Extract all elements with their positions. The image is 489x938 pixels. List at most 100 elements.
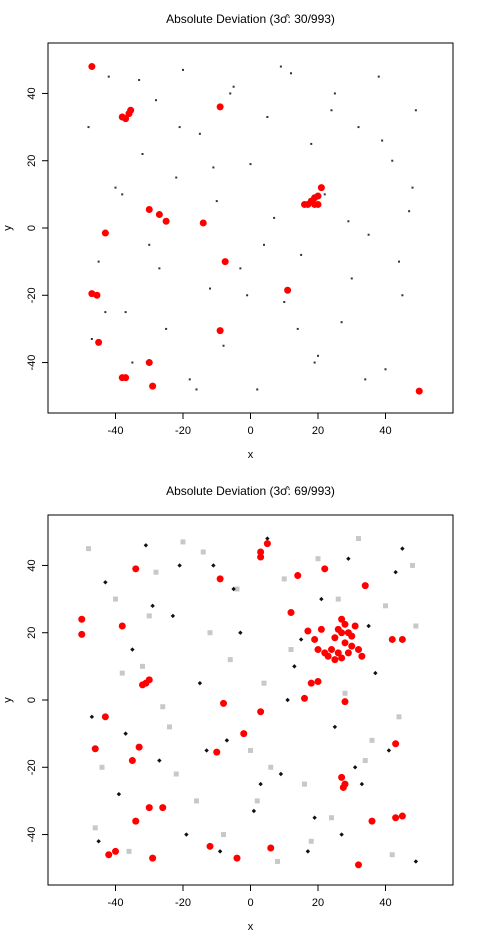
outlier-point [341,620,349,628]
point [248,747,253,753]
point [367,233,370,236]
point [319,596,324,602]
point [146,613,152,619]
point [153,569,159,575]
point [177,563,182,568]
point [124,311,127,314]
outlier-point [145,676,153,684]
point [352,765,358,770]
outlier-point [112,847,119,855]
point [212,166,215,169]
outlier-point [398,812,406,820]
y-tick-label: 20 [26,155,38,167]
point [285,697,290,703]
outlier-point [127,106,135,114]
y-tick-label: 40 [26,559,38,571]
outlier-point [358,652,366,660]
point [173,771,179,777]
outlier-point [159,804,167,812]
point [221,832,226,838]
point [413,623,419,629]
outlier-point [398,635,406,643]
point [323,193,326,196]
point [275,858,280,864]
outlier-point [139,681,146,689]
outlier-point [101,229,109,237]
point [333,92,336,95]
point [197,680,203,686]
outlier-point [341,639,349,647]
outlier-point [317,184,325,192]
outlier-point [284,286,292,294]
outlier-point [220,699,227,707]
point [131,361,134,364]
outlier-point [361,582,369,590]
point [312,815,317,820]
point [283,301,286,303]
outlier-point [118,622,126,630]
outlier-point [307,679,315,687]
point [254,798,260,804]
point [261,680,267,686]
outlier-point [216,327,224,335]
outlier-point [314,646,322,654]
point [89,714,95,720]
point [281,576,287,582]
point [140,663,145,669]
point [298,637,304,642]
point [251,808,257,814]
point [97,260,100,263]
point [263,243,265,246]
outlier-point [267,844,275,852]
outlier-point [145,359,153,367]
point [87,126,90,129]
point [175,176,178,179]
point [408,210,411,213]
point [342,690,348,696]
point [184,832,189,837]
outlier-point [355,646,362,654]
outlier-point [341,698,349,706]
point [310,142,313,145]
point [141,153,144,155]
point [99,764,105,770]
point [119,670,125,676]
point [195,388,198,391]
chart-title: Absolute Deviation (3σ̂: 69/993) [166,484,335,498]
outlier-point [132,565,140,573]
y-tick-label: -40 [26,827,38,843]
point [278,771,284,777]
point [178,126,181,129]
outlier-point [338,773,346,781]
outlier-point [221,258,229,266]
outlier-point [338,629,346,637]
point [389,852,395,858]
point [300,253,303,256]
outlier-point [388,635,396,643]
y-tick-label: 0 [26,225,38,231]
point [246,294,249,297]
outlier-point [348,632,356,640]
point [188,378,191,381]
point [347,220,350,223]
outlier-point [78,615,86,623]
outlier-point [339,783,347,791]
point [143,543,149,548]
outlier-point [240,730,248,738]
y-tick-label: 40 [26,87,38,99]
outlier-point [338,654,346,662]
y-tick-label: 0 [26,697,38,703]
point [339,832,344,837]
outlier-point [331,656,339,664]
point [381,139,384,142]
point [335,596,341,602]
outlier-point [263,540,271,548]
point [279,65,282,68]
point [391,159,394,162]
point [288,647,294,653]
point [194,798,199,804]
x-axis-label: x [248,921,254,933]
x-tick-label: 0 [247,425,253,437]
outlier-point [355,861,362,869]
